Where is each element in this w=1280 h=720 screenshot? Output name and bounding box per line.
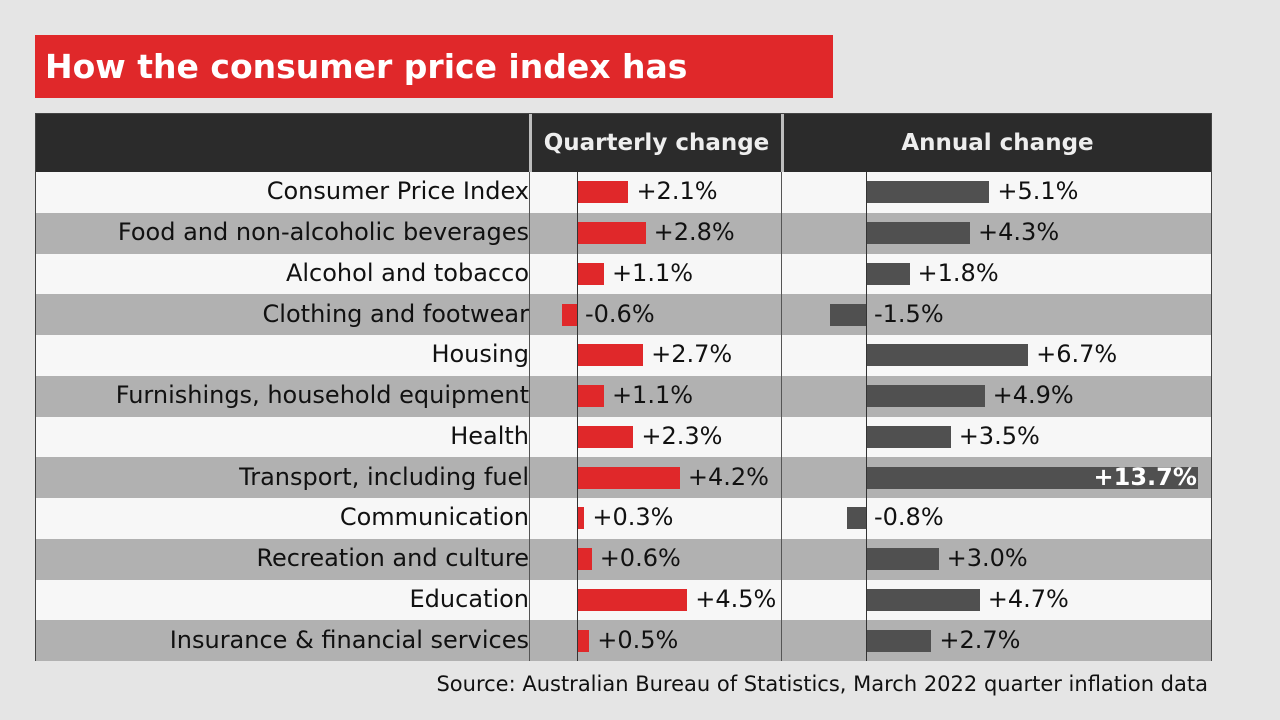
annual-value-label: +1.8%	[917, 258, 999, 287]
quarterly-value-label: -0.6%	[585, 299, 655, 328]
quarterly-bar	[577, 181, 629, 204]
quarterly-bar	[577, 548, 592, 571]
annual-bar	[866, 344, 1029, 367]
column-divider	[781, 172, 782, 661]
cpi-table: Quarterly change Annual change Consumer …	[35, 113, 1212, 661]
quarterly-bar	[562, 303, 577, 326]
table-header: Quarterly change Annual change	[36, 114, 1211, 172]
annual-bar	[866, 588, 980, 611]
table-row: Transport, including fuel +4.2% +13.7%	[36, 457, 1211, 498]
header-quarterly: Quarterly change	[543, 130, 770, 156]
quarterly-value-label: +2.8%	[653, 218, 735, 247]
annual-value-label: +4.3%	[978, 218, 1060, 247]
annual-bar	[866, 385, 985, 408]
quarterly-value-label: +4.2%	[687, 462, 769, 491]
table-row: Alcohol and tobacco +1.1% +1.8%	[36, 254, 1211, 295]
annual-value-label: +5.1%	[997, 177, 1079, 206]
annual-bar	[866, 466, 1198, 489]
annual-bar	[829, 303, 866, 326]
quarterly-bar	[577, 507, 585, 530]
annual-zero-axis	[866, 172, 867, 661]
annual-value-label: +3.0%	[946, 544, 1028, 573]
quarterly-bar	[577, 629, 590, 652]
quarterly-bar	[577, 385, 604, 408]
category-label: Insurance & financial services	[169, 625, 529, 654]
header-divider	[529, 114, 532, 172]
annual-value-label: +3.5%	[958, 421, 1040, 450]
annual-bar	[866, 425, 951, 448]
table-row: Furnishings, household equipment +1.1% +4.…	[36, 375, 1211, 417]
annual-value-label: +6.7%	[1036, 340, 1118, 369]
quarterly-bar	[577, 588, 688, 611]
category-label: Food and non-alcoholic beverages	[117, 218, 529, 247]
category-label: Education	[409, 584, 529, 613]
table-row: Health +2.3% +3.5%	[36, 417, 1211, 458]
table-row: Recreation and culture +0.6% +3.0%	[36, 538, 1211, 580]
quarterly-bar	[577, 466, 680, 489]
category-label: Transport, including fuel	[239, 462, 529, 491]
category-label: Health	[450, 421, 529, 450]
category-label: Alcohol and tobacco	[285, 258, 529, 287]
annual-value-label: +2.7%	[939, 625, 1021, 654]
annual-value-label: +4.9%	[992, 381, 1074, 410]
table-row: Consumer Price Index +2.1% +5.1%	[36, 172, 1211, 213]
annual-bar	[866, 181, 990, 204]
table-row: Education +4.5% +4.7%	[36, 580, 1211, 621]
category-label: Housing	[431, 340, 529, 369]
category-label: Communication	[339, 503, 529, 532]
source-note: Source: Australian Bureau of Statistics,…	[436, 672, 1208, 696]
table-row: Communication +0.3% -0.8%	[36, 498, 1211, 539]
chart-title: How the consumer price index has changed	[35, 35, 833, 149]
annual-bar	[866, 222, 971, 245]
table-row: Clothing and footwear -0.6% -1.5%	[36, 294, 1211, 335]
annual-value-label: +13.7%	[1093, 462, 1197, 491]
quarterly-bar	[577, 262, 604, 285]
header-divider	[781, 114, 784, 172]
quarterly-zero-axis	[577, 172, 578, 661]
quarterly-value-label: +4.5%	[695, 584, 777, 613]
category-label: Clothing and footwear	[262, 299, 529, 328]
quarterly-bar	[577, 425, 634, 448]
column-divider	[529, 172, 530, 661]
annual-value-label: +4.7%	[987, 584, 1069, 613]
table-row: Insurance & financial services +0.5% +2.7%	[36, 620, 1211, 661]
table-row: Food and non-alcoholic beverages +2.8% +4.…	[36, 212, 1211, 254]
category-label: Furnishings, household equipment	[115, 381, 529, 410]
annual-bar	[866, 548, 939, 571]
table-row: Housing +2.7% +6.7%	[36, 335, 1211, 376]
quarterly-value-label: +2.1%	[636, 177, 718, 206]
annual-value-label: -1.5%	[874, 299, 944, 328]
quarterly-value-label: +2.3%	[641, 421, 723, 450]
quarterly-value-label: +0.5%	[597, 625, 679, 654]
quarterly-value-label: +0.6%	[599, 544, 681, 573]
header-annual: Annual change	[901, 130, 1094, 156]
quarterly-bar	[577, 222, 646, 245]
annual-bar	[846, 507, 866, 530]
category-label: Recreation and culture	[256, 544, 529, 573]
category-label: Consumer Price Index	[266, 177, 529, 206]
quarterly-value-label: +1.1%	[611, 258, 694, 287]
quarterly-bar	[577, 344, 644, 367]
annual-value-label: -0.8%	[874, 503, 944, 532]
quarterly-value-label: +2.7%	[651, 340, 733, 369]
quarterly-value-label: +0.3%	[592, 503, 674, 532]
quarterly-value-label: +1.1%	[611, 381, 694, 410]
annual-bar	[866, 262, 910, 285]
annual-bar	[866, 629, 932, 652]
